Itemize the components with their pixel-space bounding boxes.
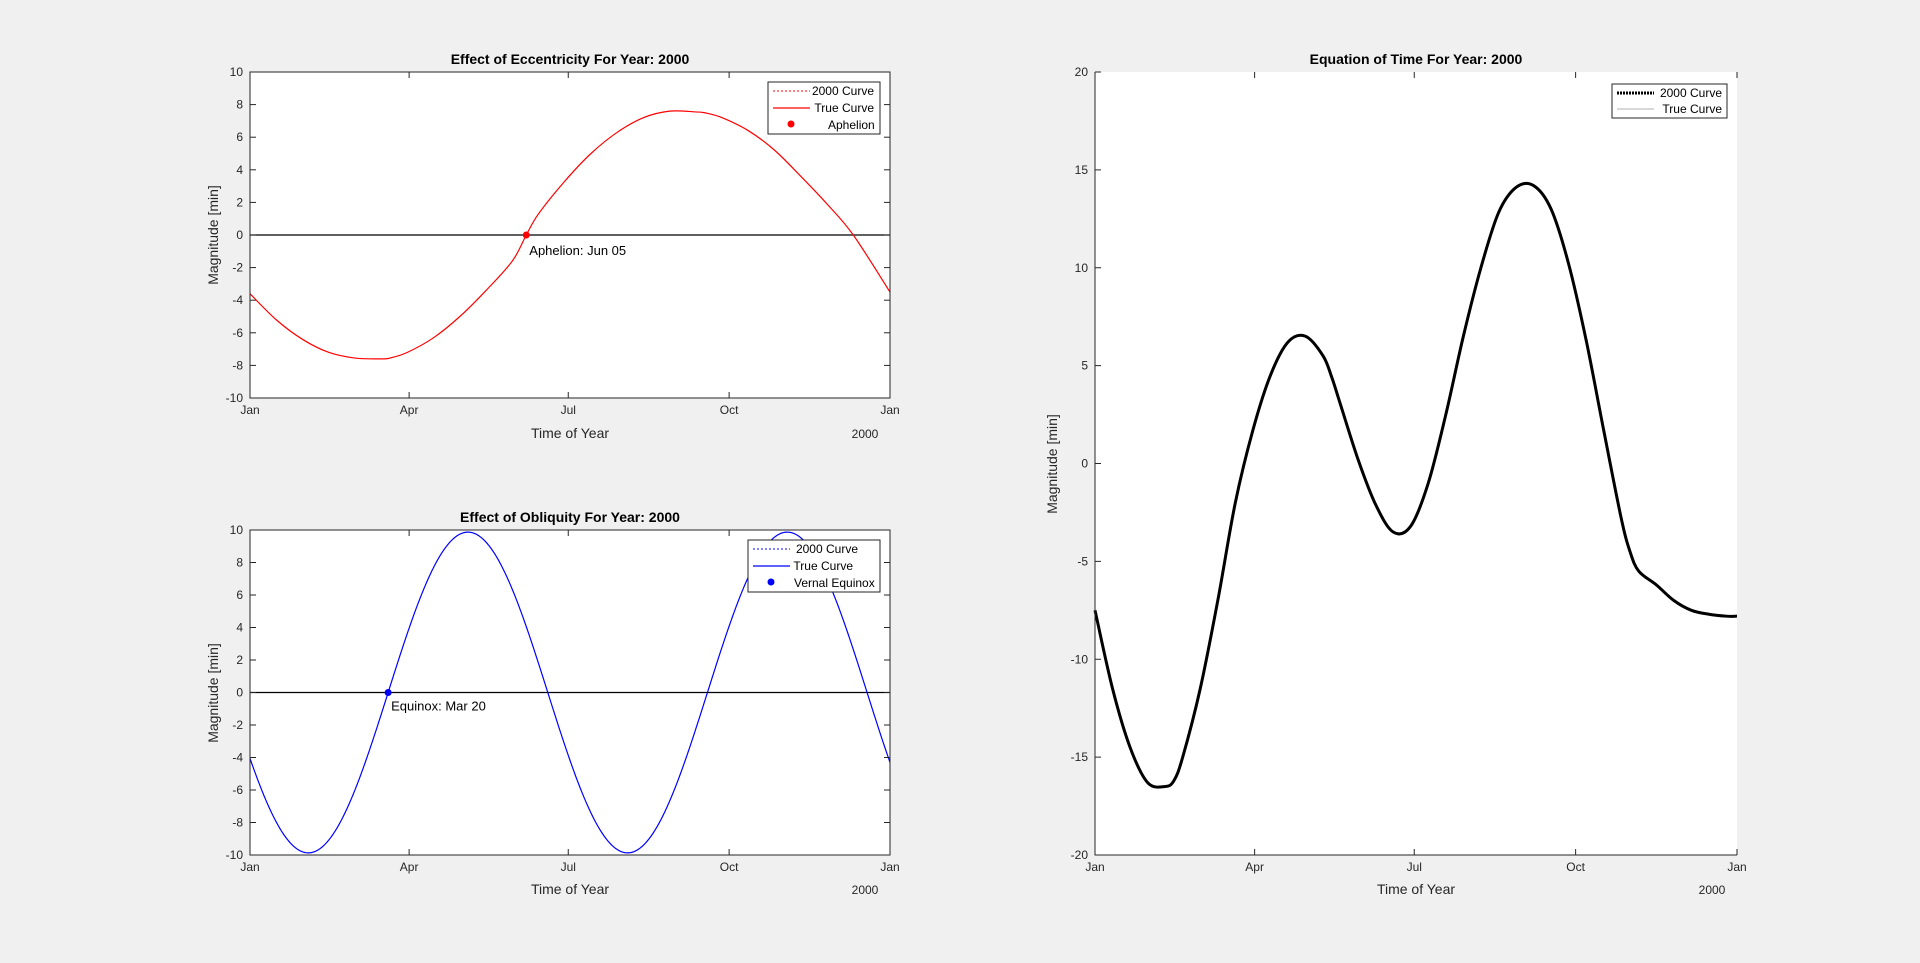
- x-tick-label: Apr: [400, 403, 419, 417]
- y-tick-label: 0: [1081, 457, 1088, 471]
- x-tick-label: Jan: [240, 403, 259, 417]
- y-tick-label: 4: [236, 621, 243, 635]
- x-ticks: Jan Apr Jul Oct Jan: [240, 530, 900, 874]
- series-layer: [1093, 181, 1738, 789]
- marker-aphelion: [522, 231, 530, 239]
- y-tick-label: 15: [1075, 163, 1089, 177]
- plot-area: [1095, 72, 1737, 855]
- legend-entry-2000-curve: 2000 Curve: [1660, 86, 1722, 100]
- y-tick-label: -2: [232, 718, 243, 732]
- x-tick-label: Oct: [720, 403, 739, 417]
- y-axis-label: Magnitude [min]: [205, 185, 221, 285]
- marker-layer: [522, 231, 530, 239]
- y-tick-label: 8: [236, 98, 243, 112]
- x-axis-label: Time of Year: [1377, 881, 1455, 897]
- legend: 2000 Curve True Curve Aphelion: [767, 81, 881, 135]
- series-line-true-curve: [249, 531, 891, 854]
- y-tick-label: -20: [1071, 848, 1089, 862]
- y-tick-label: 20: [1075, 65, 1089, 79]
- legend-box: [1611, 83, 1728, 119]
- y-tick-label: 5: [1081, 359, 1088, 373]
- y-tick-label: 10: [230, 523, 244, 537]
- marker-annotation: Aphelion: Jun 05: [529, 243, 626, 258]
- y-tick-label: 6: [236, 130, 243, 144]
- y-tick-label: -8: [232, 816, 243, 830]
- chart-title: Equation of Time For Year: 2000: [1310, 51, 1523, 67]
- marker-vernal-equinox: [384, 689, 392, 696]
- x-year-label: 2000: [852, 427, 879, 441]
- y-tick-label: 10: [1075, 261, 1089, 275]
- y-axis-label: Magnitude [min]: [205, 643, 221, 743]
- y-axis-label: Magnitude [min]: [1044, 414, 1060, 514]
- series-line-2000-curve: [1093, 181, 1738, 789]
- x-tick-label: Jul: [561, 403, 576, 417]
- y-ticks: -10 -8 -6 -4 -2 0 2 4 6 8 10: [226, 65, 890, 405]
- legend-entry-true-curve: True Curve: [793, 559, 853, 573]
- y-tick-label: -2: [232, 261, 243, 275]
- x-tick-label: Jan: [1085, 860, 1104, 874]
- x-year-label: 2000: [852, 883, 879, 897]
- chart-title: Effect of Eccentricity For Year: 2000: [451, 51, 690, 67]
- legend-entry-2000-curve: 2000 Curve: [812, 84, 874, 98]
- x-ticks: Jan Apr Jul Oct Jan: [240, 72, 900, 417]
- series-layer: [249, 110, 891, 360]
- y-tick-label: 4: [236, 163, 243, 177]
- y-ticks: -10 -8 -6 -4 -2 0 2 4 6 8 10: [226, 523, 890, 862]
- legend: 2000 Curve True Curve: [1611, 83, 1728, 119]
- legend-swatch-aphelion: [787, 120, 795, 128]
- x-tick-label: Jul: [1407, 860, 1422, 874]
- y-tick-label: 2: [236, 653, 243, 667]
- legend-swatch-vernal-equinox: [767, 578, 775, 586]
- legend-entry-vernal-equinox: Vernal Equinox: [794, 576, 875, 590]
- series-layer: [249, 531, 891, 854]
- x-tick-label: Apr: [1245, 860, 1264, 874]
- x-axis-label: Time of Year: [531, 881, 609, 897]
- x-tick-label: Jan: [880, 403, 899, 417]
- y-tick-label: 0: [236, 228, 243, 242]
- y-tick-label: -4: [232, 293, 243, 307]
- x-tick-label: Oct: [720, 860, 739, 874]
- marker-layer: [384, 689, 392, 696]
- x-tick-label: Jan: [240, 860, 259, 874]
- legend-entry-true-curve: True Curve: [814, 101, 874, 115]
- chart-obliquity: Jan Apr Jul Oct Jan -10 -8 -6 -4 -2 0 2 4 6 8 10 Effec…: [205, 509, 900, 897]
- x-tick-label: Jul: [561, 860, 576, 874]
- y-tick-label: -8: [232, 358, 243, 372]
- y-tick-label: -5: [1077, 554, 1088, 568]
- y-tick-label: 6: [236, 588, 243, 602]
- legend-entry-true-curve: True Curve: [1662, 102, 1722, 116]
- legend: 2000 Curve True Curve Vernal Equinox: [747, 539, 881, 593]
- x-year-label: 2000: [1699, 883, 1726, 897]
- legend-entry-aphelion: Aphelion: [828, 118, 875, 132]
- y-tick-label: 10: [230, 65, 244, 79]
- x-ticks: Jan Apr Jul Oct Jan: [1085, 72, 1747, 874]
- y-tick-label: -15: [1071, 750, 1089, 764]
- series-line-true-curve: [249, 110, 891, 360]
- x-tick-label: Jan: [1727, 860, 1746, 874]
- y-tick-label: 0: [236, 686, 243, 700]
- y-tick-label: -10: [226, 848, 244, 862]
- x-tick-label: Oct: [1566, 860, 1585, 874]
- x-tick-label: Jan: [880, 860, 899, 874]
- y-tick-label: -10: [226, 391, 244, 405]
- chart-eccentricity: Jan Apr Jul Oct Jan -10 -8 -6 -4 -2 0 2 4 6 8 10 Effec…: [205, 51, 900, 441]
- x-tick-label: Apr: [400, 860, 419, 874]
- y-tick-label: -6: [232, 783, 243, 797]
- chart-title: Effect of Obliquity For Year: 2000: [460, 509, 680, 525]
- y-ticks: -20 -15 -10 -5 0 5 10 15 20: [1071, 65, 1101, 862]
- y-tick-label: -4: [232, 751, 243, 765]
- y-tick-label: -6: [232, 326, 243, 340]
- marker-annotation: Equinox: Mar 20: [391, 699, 486, 714]
- y-tick-label: 8: [236, 556, 243, 570]
- legend-entry-2000-curve: 2000 Curve: [796, 542, 858, 556]
- y-tick-label: -10: [1071, 652, 1089, 666]
- chart-equation-of-time: Jan Apr Jul Oct Jan -20 -15 -10 -5 0 5 10 15 20 Equa…: [1044, 51, 1747, 897]
- y-tick-label: 2: [236, 195, 243, 209]
- x-axis-label: Time of Year: [531, 425, 609, 441]
